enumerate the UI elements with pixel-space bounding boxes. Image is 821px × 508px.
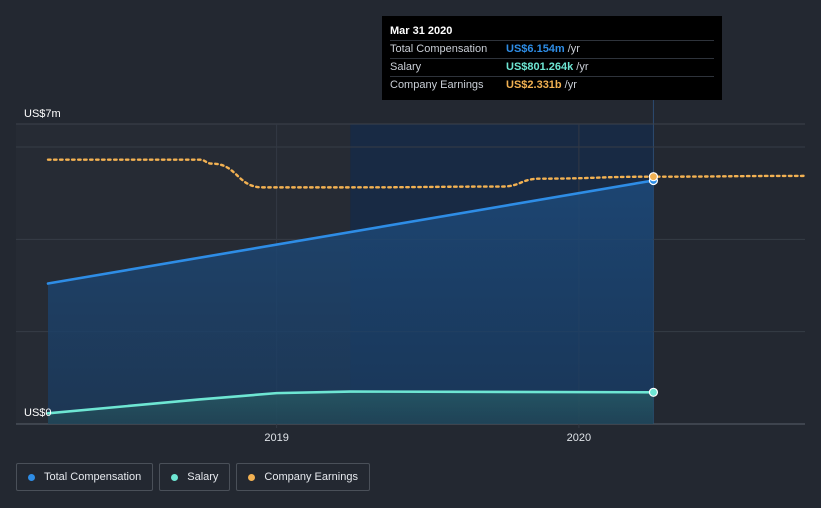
y-axis-top-label: US$7m <box>24 108 61 120</box>
series-point-company-earnings <box>648 172 659 182</box>
legend-dot-icon <box>171 473 179 481</box>
series-line-company-earnings <box>46 158 807 189</box>
x-tick-label: 2019 <box>264 432 288 444</box>
tooltip-label: Total Compensation <box>390 43 488 55</box>
y-axis-bottom-label: US$0 <box>24 407 52 419</box>
legend-dot-icon <box>248 473 256 481</box>
legend-label: Total Compensation <box>44 471 142 483</box>
tooltip-unit: /yr <box>564 79 577 91</box>
legend-item-total-compensation[interactable]: Total Compensation <box>16 463 154 491</box>
tooltip-date: Mar 31 2020 <box>390 25 453 37</box>
tooltip-unit: /yr <box>576 61 589 73</box>
series-point-salary <box>648 387 659 397</box>
x-tick-label: 2020 <box>567 432 591 444</box>
tooltip-value: US$801.264k <box>506 61 574 73</box>
legend-item-company-earnings[interactable]: Company Earnings <box>236 463 370 491</box>
legend-label: Salary <box>187 471 219 483</box>
tooltip-label: Company Earnings <box>390 79 484 91</box>
tooltip-row-company-earnings: Company Earnings US$2.331b /yr <box>390 76 714 94</box>
legend-dot-icon <box>28 473 35 481</box>
tooltip-label: Salary <box>390 61 422 73</box>
tooltip-unit: /yr <box>567 43 580 55</box>
legend-item-salary[interactable]: Salary <box>159 463 231 491</box>
tooltip-value: US$6.154m <box>506 43 565 55</box>
legend: Total Compensation Salary Company Earnin… <box>16 463 370 491</box>
tooltip-row-total-compensation: Total Compensation US$6.154m /yr <box>390 40 714 58</box>
series-area-total-compensation <box>48 180 654 424</box>
series-line-salary <box>46 390 655 415</box>
legend-label: Company Earnings <box>264 471 358 483</box>
tooltip-value: US$2.331b <box>506 79 562 91</box>
series-line-total-compensation <box>46 179 655 285</box>
tooltip-row-salary: Salary US$801.264k /yr <box>390 58 714 76</box>
tooltip: Mar 31 2020 Total Compensation US$6.154m… <box>382 16 722 100</box>
